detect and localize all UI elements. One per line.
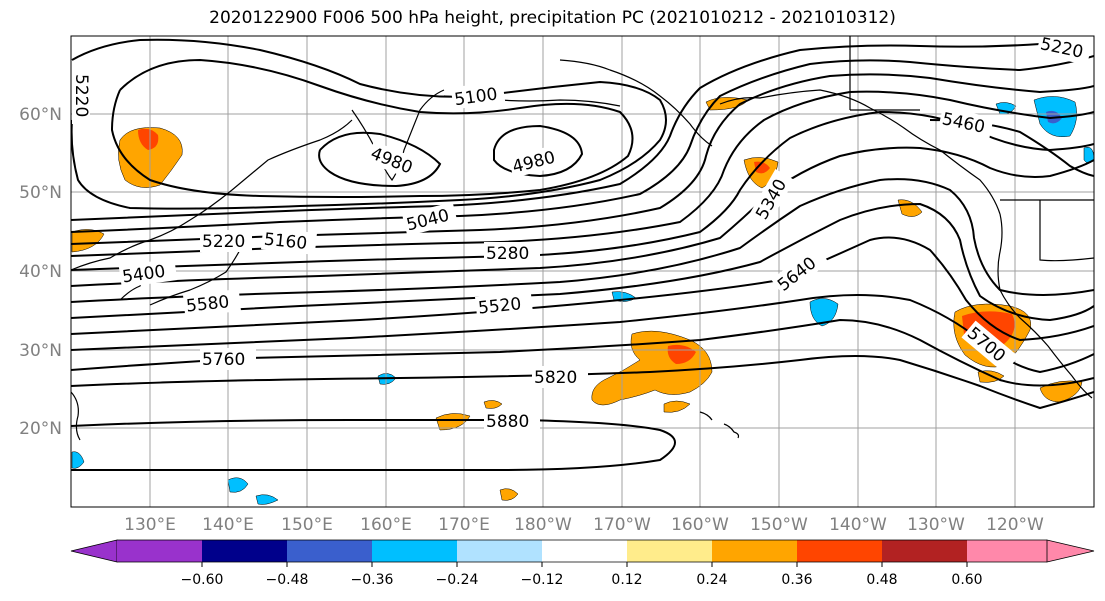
lat-label: 20°N — [19, 419, 62, 439]
precip-patch — [435, 413, 471, 431]
northamerica-coast — [997, 213, 1093, 399]
asia-coast — [71, 119, 353, 271]
alaska-coast — [719, 89, 1001, 215]
colorbar-tick-label: −0.48 — [266, 572, 309, 588]
colorbar-segment — [287, 540, 372, 562]
contour-5820 — [71, 355, 1094, 410]
colorbar: −0.60 −0.48 −0.36 −0.24 −0.12 0.12 0.24 … — [70, 539, 1095, 588]
lon-label: 130°E — [124, 515, 176, 535]
map-frame — [70, 35, 1095, 508]
precip-patch — [138, 128, 159, 150]
colorbar-segment — [882, 540, 967, 562]
lon-label: 150°E — [281, 515, 333, 535]
precip-patch — [483, 400, 503, 409]
contour-5100 — [71, 38, 667, 210]
colorbar-tick-label: 0.36 — [781, 572, 812, 588]
contour-label: 5520 — [477, 294, 522, 318]
lat-label: 40°N — [19, 262, 62, 282]
colorbar-tick-label: 0.60 — [951, 572, 982, 588]
colorbar-extend-right — [1046, 539, 1095, 563]
hawaii-coast — [699, 411, 740, 439]
lat-label: 50°N — [19, 183, 62, 203]
colorbar-segment — [967, 540, 1047, 562]
contour-5580 — [71, 202, 1094, 322]
colorbar-segment — [372, 540, 457, 562]
precip-patch — [71, 229, 105, 253]
lon-label: 150°W — [750, 515, 808, 535]
contour-label: 5760 — [202, 350, 245, 370]
lon-label: 170°W — [593, 515, 651, 535]
contour-5220 — [71, 55, 1094, 233]
lat-label: 30°N — [19, 341, 62, 361]
lon-label: 130°W — [907, 515, 965, 535]
colorbar-tick-label: 0.12 — [611, 572, 642, 588]
contour-label: 5820 — [534, 368, 577, 388]
precip-patch — [255, 494, 279, 505]
contour-label: 5880 — [486, 412, 529, 432]
contour-5880 — [71, 418, 676, 472]
contour-5160 — [71, 43, 1041, 221]
contour-5520 — [71, 178, 1094, 303]
lon-label: 160°W — [671, 515, 729, 535]
colorbar-tick-label: 0.48 — [866, 572, 897, 588]
colorbar-tick-label: −0.24 — [436, 572, 479, 588]
precip-patch — [809, 298, 839, 327]
contour-label: 5580 — [185, 292, 230, 316]
contour-labels: 5220 5100 4980 4980 5460 5220 5340 5040 … — [71, 32, 1092, 432]
precip-patch — [663, 400, 691, 413]
colorbar-segment — [202, 540, 287, 562]
contour-label: 5280 — [486, 244, 529, 264]
colorbar-tick-label: 0.24 — [696, 572, 727, 588]
map-title: 2020122900 F006 500 hPa height, precipit… — [209, 8, 896, 28]
contour-5040 — [110, 58, 634, 198]
colorbar-segment — [117, 540, 202, 562]
colorbar-segment — [542, 540, 627, 562]
colorbar-extend-left — [70, 539, 118, 563]
latitude-labels: 60°N 50°N 40°N 30°N 20°N — [19, 105, 62, 439]
contour-4980-west — [318, 131, 442, 188]
longitude-labels: 130°E 140°E 150°E 160°E 170°E 180°W 170°… — [124, 515, 1044, 535]
philippines-coast — [71, 391, 81, 441]
contour-label: 5220 — [71, 74, 91, 117]
precip-patch — [499, 488, 519, 501]
colorbar-tick-label: −0.60 — [181, 572, 224, 588]
lon-label: 140°W — [829, 515, 887, 535]
colorbar-segment — [797, 540, 882, 562]
precip-patch — [71, 451, 85, 469]
contour-label: 5220 — [202, 232, 245, 252]
colorbar-segment — [627, 540, 712, 562]
precip-patch — [227, 477, 249, 493]
colorbar-segment — [712, 540, 797, 562]
canada-border — [849, 36, 1094, 262]
lon-label: 140°E — [202, 515, 254, 535]
lat-label: 60°N — [19, 105, 62, 125]
colorbar-tick-label: −0.12 — [521, 572, 564, 588]
colorbar-segment — [457, 540, 542, 562]
precip-patch — [754, 161, 770, 174]
lon-label: 180°W — [514, 515, 572, 535]
lon-label: 170°E — [438, 515, 490, 535]
lon-label: 120°W — [986, 515, 1044, 535]
contour-label: 5160 — [263, 230, 308, 254]
colorbar-tick-label: −0.36 — [351, 572, 394, 588]
lon-label: 160°E — [360, 515, 412, 535]
